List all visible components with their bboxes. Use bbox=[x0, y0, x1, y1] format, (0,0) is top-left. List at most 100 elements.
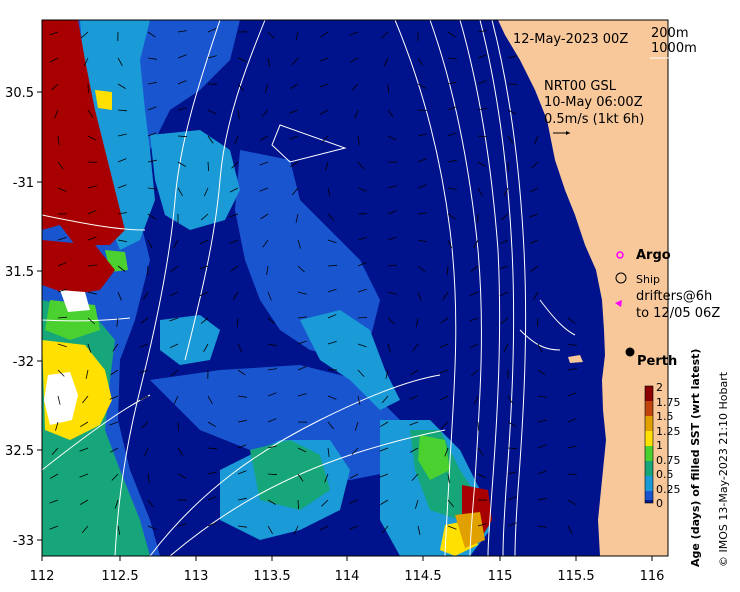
current-vector-arrow bbox=[57, 187, 67, 192]
ocean-teal-region-2 bbox=[250, 440, 330, 510]
current-vector-arrow bbox=[147, 473, 150, 483]
current-scale-label: 0.5m/s (1kt 6h) bbox=[544, 112, 644, 127]
current-vector-arrow bbox=[387, 291, 397, 295]
current-vector-arrow bbox=[349, 57, 359, 63]
credit-label: © IMOS 13-May-2023 21:10 Hobart bbox=[717, 371, 730, 567]
current-vector-arrow bbox=[507, 496, 517, 501]
colorbar-tick: 0.75 bbox=[656, 454, 681, 467]
current-vector-arrow bbox=[447, 473, 450, 483]
current-vector-arrow bbox=[80, 421, 89, 428]
current-vector-arrow bbox=[387, 264, 397, 267]
current-vector-arrow bbox=[354, 421, 359, 431]
current-vector-arrow bbox=[57, 316, 68, 319]
current-vector-arrow bbox=[327, 187, 331, 197]
current-vector-arrow bbox=[117, 239, 127, 243]
current-vector-arrow bbox=[321, 135, 329, 143]
current-vector-arrow bbox=[207, 447, 218, 450]
current-vector-arrow bbox=[534, 135, 539, 145]
current-time-label: 10-May 06:00Z bbox=[544, 95, 643, 110]
current-vector-arrow bbox=[447, 525, 457, 530]
current-vector-arrow bbox=[177, 135, 188, 138]
current-vector-arrow bbox=[439, 343, 449, 348]
current-vector-arrow bbox=[229, 187, 239, 193]
colorbar-segment bbox=[645, 476, 653, 491]
current-vector-arrow bbox=[567, 525, 573, 535]
current-vector-arrow bbox=[357, 395, 361, 405]
current-vector-arrow bbox=[207, 161, 209, 172]
current-vector-arrow bbox=[79, 499, 89, 505]
current-vector-arrow bbox=[147, 525, 157, 530]
current-vector-arrow bbox=[410, 369, 419, 376]
current-vector-arrow bbox=[387, 236, 397, 241]
ocean-green-patch-3 bbox=[418, 435, 450, 480]
current-vector-arrow bbox=[177, 161, 186, 167]
current-vector-arrow bbox=[477, 161, 486, 168]
current-vector-arrow bbox=[349, 525, 359, 530]
current-vector-arrow bbox=[507, 447, 518, 449]
colorbar bbox=[644, 385, 654, 504]
current-vector-arrow bbox=[327, 447, 330, 457]
current-vector-arrow bbox=[440, 317, 449, 324]
current-vector-arrow bbox=[477, 421, 480, 432]
current-vector-arrow bbox=[87, 317, 95, 325]
current-vector-arrow bbox=[537, 395, 547, 398]
current-vector-arrow bbox=[139, 395, 149, 401]
current-vector-arrow bbox=[357, 317, 368, 319]
y-tick-label: -31 bbox=[13, 176, 34, 191]
colorbar-segment bbox=[645, 386, 653, 401]
current-vector-arrow bbox=[87, 210, 97, 215]
current-vector-arrow bbox=[49, 525, 59, 530]
current-vector-arrow bbox=[537, 497, 547, 501]
current-vector-arrow bbox=[537, 343, 543, 353]
argo-legend-label: Argo bbox=[636, 248, 671, 263]
current-vector-arrow bbox=[327, 288, 337, 293]
current-vector-arrow bbox=[236, 317, 239, 328]
current-vector-arrow bbox=[441, 421, 449, 429]
current-vector-arrow bbox=[567, 392, 577, 397]
current-vector-arrow bbox=[349, 473, 359, 479]
drifters-legend-label: drifters@6h bbox=[636, 289, 712, 304]
current-vector-arrow bbox=[357, 237, 367, 241]
current-vector-arrow bbox=[409, 421, 419, 426]
current-vector-arrow bbox=[147, 499, 154, 508]
current-vector-arrow bbox=[203, 187, 209, 197]
current-vector-arrow bbox=[415, 499, 419, 509]
current-vector-arrow bbox=[477, 447, 484, 456]
current-vector-arrow bbox=[267, 525, 273, 535]
current-vector-arrow bbox=[473, 239, 479, 248]
current-vector-arrow bbox=[319, 109, 329, 115]
current-vector-arrow bbox=[57, 262, 67, 267]
current-vector-arrow bbox=[290, 83, 299, 89]
current-vector-arrow bbox=[177, 80, 187, 85]
current-vector-arrow bbox=[471, 369, 479, 377]
current-vector-arrow bbox=[503, 343, 509, 353]
current-vector-arrow bbox=[387, 317, 395, 325]
current-vector-arrow bbox=[567, 317, 576, 324]
current-vector-arrow bbox=[147, 213, 156, 220]
current-vector-arrow bbox=[387, 185, 397, 189]
current-vector-arrow bbox=[357, 187, 367, 192]
x-axis-labels: 112 112.5 113 113.5 114 114.5 115 115.5 … bbox=[30, 569, 665, 584]
current-vector-arrow bbox=[259, 135, 269, 141]
current-vector-arrow bbox=[477, 135, 488, 138]
x-tick-label: 115 bbox=[488, 569, 513, 584]
current-vector-arrow bbox=[290, 161, 299, 168]
current-vector-arrow bbox=[177, 107, 187, 111]
current-vector-arrow bbox=[447, 213, 456, 220]
colorbar-tick: 1.5 bbox=[656, 410, 674, 423]
current-vector-arrow bbox=[387, 343, 391, 353]
current-vector-arrow bbox=[383, 57, 389, 67]
current-vector-arrow bbox=[57, 161, 64, 170]
current-vector-arrow bbox=[237, 369, 246, 376]
current-vector-arrow bbox=[264, 83, 269, 93]
current-vector-arrow bbox=[319, 525, 329, 531]
colorbar-tick: 1.25 bbox=[656, 425, 681, 438]
y-tick-label: 30.5 bbox=[5, 86, 34, 101]
ocean-light-region-4 bbox=[300, 310, 400, 410]
current-vector-arrow bbox=[567, 418, 577, 423]
current-vector-arrow bbox=[297, 239, 301, 249]
current-vector-arrow bbox=[289, 135, 299, 140]
current-vector-arrow bbox=[144, 447, 149, 457]
plot-frame bbox=[41, 19, 669, 557]
current-vector-arrow bbox=[327, 341, 337, 345]
